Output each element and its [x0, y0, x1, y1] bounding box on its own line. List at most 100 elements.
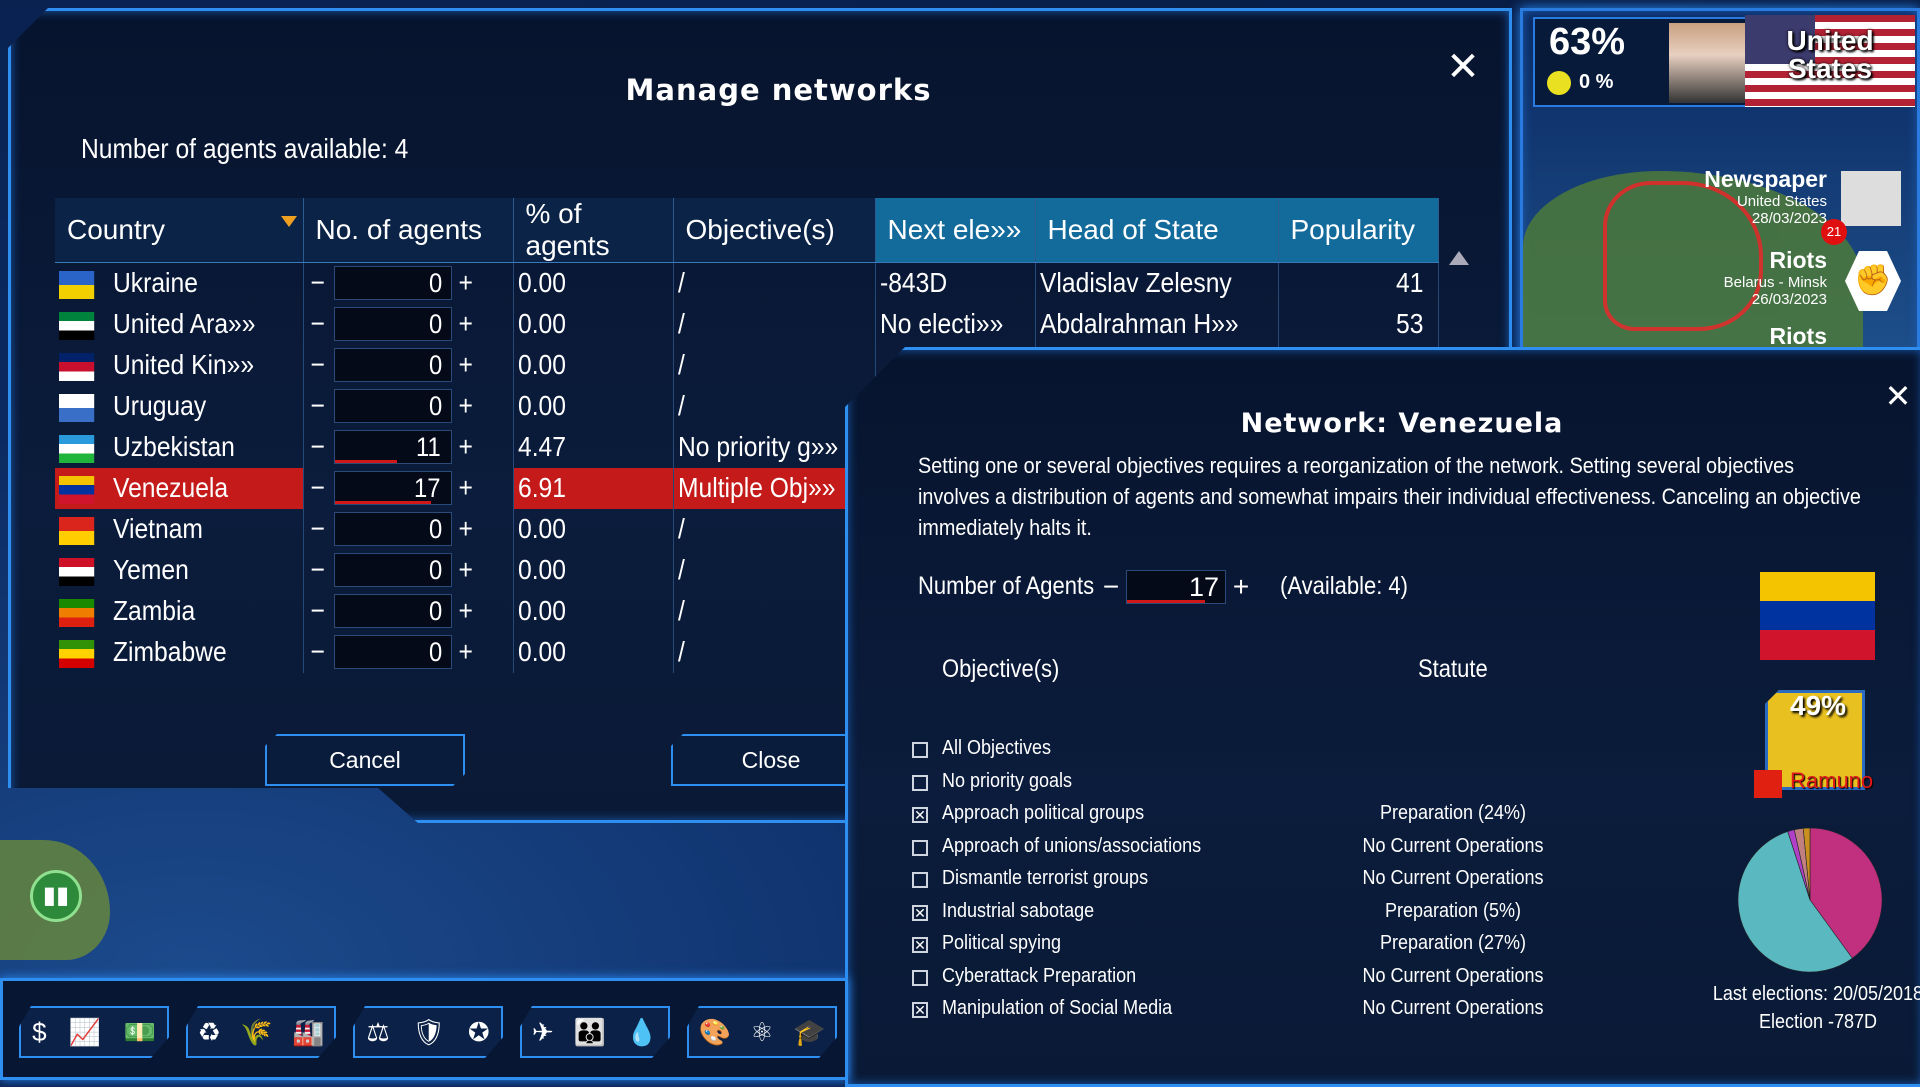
objective-checkbox[interactable]: [912, 969, 928, 986]
news-item[interactable]: Newspaper United States 28/03/2023: [1704, 166, 1827, 227]
objective-checkbox[interactable]: [912, 839, 928, 856]
news-date: 26/03/2023: [1751, 291, 1827, 308]
cancel-button[interactable]: Cancel: [265, 734, 465, 786]
leader-box: 63% 0 %: [1533, 17, 1753, 107]
agents-input[interactable]: 0: [333, 553, 452, 587]
table-row[interactable]: Ukraine −0 + 0.00 / -843D Vladislav Zeles…: [55, 262, 1439, 304]
toolbar-resources-button[interactable]: ♻ 🌾 🏭: [186, 1006, 336, 1058]
close-button[interactable]: Close: [671, 734, 871, 786]
country-cell[interactable]: Zimbabwe: [55, 631, 304, 673]
decrement-button[interactable]: −: [309, 595, 325, 626]
agents-input[interactable]: 0: [333, 266, 452, 301]
increment-button[interactable]: +: [457, 472, 473, 503]
increment-button[interactable]: +: [457, 513, 473, 544]
decrement-button[interactable]: −: [309, 636, 325, 667]
increment-button[interactable]: +: [457, 431, 473, 462]
country-cell[interactable]: Ukraine: [55, 262, 304, 304]
country-cell[interactable]: Zambia: [55, 590, 304, 632]
country-cell[interactable]: Uruguay: [55, 385, 304, 427]
agents-input[interactable]: 0: [333, 307, 452, 341]
objective-checkbox[interactable]: [912, 742, 928, 758]
country-cell[interactable]: Venezuela: [55, 467, 304, 509]
decrement-button[interactable]: −: [1102, 571, 1120, 602]
toolbar-security-button[interactable]: ⚖ 🛡 ✪: [353, 1006, 503, 1058]
close-icon[interactable]: ✕: [1446, 44, 1480, 90]
objective-cell: /: [673, 344, 876, 386]
decrement-button[interactable]: −: [309, 349, 325, 380]
table-row[interactable]: United Ara»» −0 + 0.00 / No electi»» Abda…: [55, 303, 1439, 345]
agents-cell: −0 +: [303, 631, 514, 673]
toolbar-culture-button[interactable]: 🎨 ⚛ 🎓: [687, 1006, 837, 1058]
increment-button[interactable]: +: [457, 554, 473, 585]
news-item[interactable]: Riots Belarus - Minsk 26/03/2023: [1724, 247, 1827, 308]
decrement-button[interactable]: −: [309, 267, 325, 299]
objective-label: Political spying: [942, 932, 1062, 954]
decrement-button[interactable]: −: [309, 308, 325, 339]
objective-cell: Multiple Obj»»: [673, 467, 876, 509]
flag-icon: [59, 352, 95, 381]
objective-checkbox[interactable]: ✕: [912, 807, 928, 823]
increment-button[interactable]: +: [457, 349, 473, 380]
scroll-up-icon[interactable]: [1449, 251, 1469, 265]
objective-label: No priority goals: [942, 769, 1073, 792]
objective-checkbox[interactable]: ✕: [912, 904, 928, 921]
objective-checkbox[interactable]: [912, 872, 928, 888]
objective-cell: /: [673, 508, 876, 550]
us-flag[interactable]: United States: [1745, 15, 1915, 107]
country-cell[interactable]: United Ara»»: [55, 303, 304, 345]
agents-input[interactable]: 0: [333, 635, 452, 669]
increment-button[interactable]: +: [457, 308, 473, 339]
head-of-state-cell: Abdalrahman H»»: [1035, 303, 1279, 345]
column-header[interactable]: Head of State: [1035, 198, 1279, 263]
panel-title: Manage networks: [625, 73, 932, 107]
column-header[interactable]: No. of agents: [303, 198, 514, 263]
country-cell[interactable]: Vietnam: [55, 508, 304, 550]
decrement-button[interactable]: −: [309, 390, 325, 421]
decrement-button[interactable]: −: [309, 554, 325, 585]
agents-cell: −0 +: [303, 262, 514, 304]
toolbar-economy-button[interactable]: $ 📈 💵: [19, 1006, 169, 1058]
leader-portrait[interactable]: [1669, 23, 1751, 103]
pct-cell: 0.00: [513, 303, 674, 345]
column-header[interactable]: Objective(s): [673, 198, 876, 263]
agents-input[interactable]: 17: [333, 471, 452, 505]
agents-input[interactable]: 0: [333, 512, 452, 546]
agents-input[interactable]: 0: [333, 348, 452, 382]
pct-cell: 0.00: [513, 631, 674, 673]
agents-input[interactable]: 11: [333, 430, 452, 464]
notification-badge: 21: [1821, 219, 1847, 245]
decrement-button[interactable]: −: [309, 513, 325, 544]
column-header[interactable]: Next ele»»: [875, 198, 1036, 263]
increment-button[interactable]: +: [1232, 571, 1250, 602]
increment-button[interactable]: +: [457, 595, 473, 626]
column-header[interactable]: Popularity: [1278, 198, 1439, 263]
news-title[interactable]: Riots: [1769, 323, 1828, 349]
country-cell[interactable]: Uzbekistan: [55, 426, 304, 468]
city-marker-icon[interactable]: ▮▮: [30, 870, 82, 922]
agents-input[interactable]: 17: [1126, 570, 1226, 604]
close-icon[interactable]: ✕: [1884, 377, 1912, 415]
column-header[interactable]: Country: [55, 198, 304, 263]
increment-button[interactable]: +: [457, 267, 473, 299]
increment-button[interactable]: +: [457, 636, 473, 667]
pct-cell: 0.00: [513, 344, 674, 386]
security-icon: 🛡: [412, 1016, 446, 1047]
column-header[interactable]: % of agents: [513, 198, 674, 263]
agents-input[interactable]: 0: [333, 594, 452, 628]
newspaper-icon[interactable]: [1841, 171, 1901, 226]
agents-input[interactable]: 0: [333, 389, 452, 423]
increment-button[interactable]: +: [457, 390, 473, 421]
fist-icon[interactable]: ✊: [1845, 251, 1901, 311]
decrement-button[interactable]: −: [309, 472, 325, 503]
country-cell[interactable]: United Kin»»: [55, 344, 304, 386]
decrement-button[interactable]: −: [309, 431, 325, 462]
objective-checkbox[interactable]: [912, 774, 928, 791]
objective-checkbox[interactable]: ✕: [912, 937, 928, 953]
scrollbar[interactable]: [1449, 251, 1471, 371]
news-title: Riots: [1769, 247, 1828, 273]
objective-checkbox[interactable]: ✕: [912, 1002, 928, 1018]
country-cell[interactable]: Yemen: [55, 549, 304, 591]
objective-cell: /: [673, 385, 876, 427]
toolbar-society-button[interactable]: ✈ 👪 💧: [520, 1006, 670, 1058]
sort-icon[interactable]: [280, 216, 297, 227]
